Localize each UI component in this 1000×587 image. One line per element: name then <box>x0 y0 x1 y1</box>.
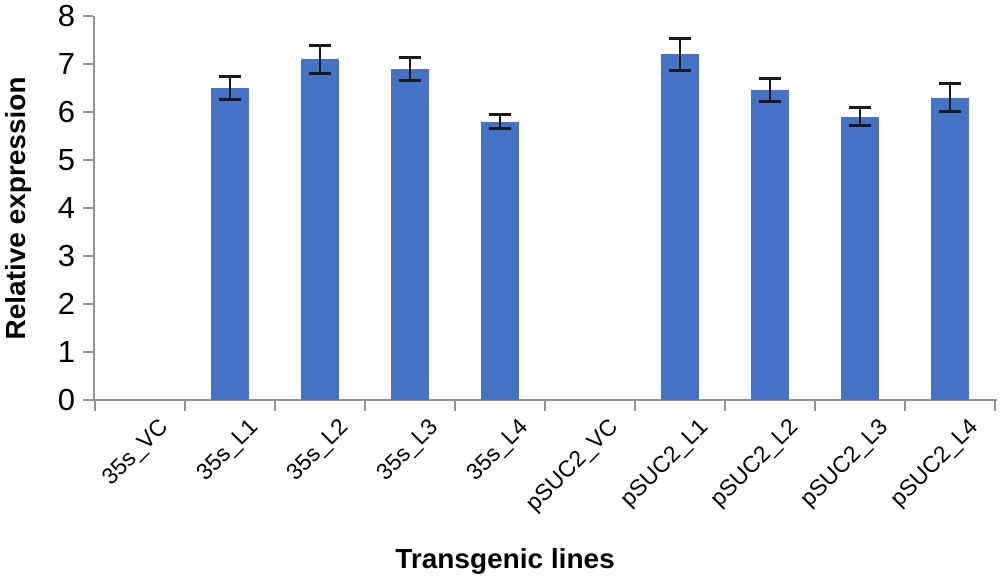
y-tick-mark <box>83 207 93 209</box>
error-bar-cap-bottom <box>849 124 871 128</box>
error-bar-stem <box>769 78 771 103</box>
bar-35s_L2 <box>301 59 339 400</box>
error-bar-cap-top <box>759 77 781 81</box>
error-bar-stem <box>949 83 951 112</box>
bar-35s_L1 <box>211 88 249 400</box>
error-bar-cap-bottom <box>489 126 511 130</box>
x-axis-title: Transgenic lines <box>395 543 615 574</box>
y-axis-line <box>93 16 95 400</box>
x-tick-mark <box>904 401 906 411</box>
y-tick-mark <box>83 63 93 65</box>
bar-pSUC2_L2 <box>751 90 789 400</box>
y-tick-mark <box>83 15 93 17</box>
error-bar-cap-bottom <box>399 78 421 82</box>
x-tick-mark <box>94 401 96 411</box>
y-tick-mark <box>83 111 93 113</box>
x-tick-mark <box>724 401 726 411</box>
error-bar-cap-bottom <box>309 71 331 75</box>
x-tick-mark <box>274 401 276 411</box>
error-bar-cap-top <box>399 55 421 59</box>
error-bar-cap-bottom <box>669 69 691 73</box>
error-bar-stem <box>229 76 231 100</box>
y-tick-label: 5 <box>57 142 75 177</box>
bar-pSUC2_L1 <box>661 54 699 400</box>
error-bar-stem <box>319 44 321 74</box>
error-bar-stem <box>499 114 501 129</box>
y-tick-mark <box>83 303 93 305</box>
error-bar-stem <box>679 37 681 72</box>
y-tick-label: 8 <box>57 0 75 33</box>
error-bar-stem <box>859 107 861 127</box>
y-tick-label: 6 <box>57 94 75 129</box>
y-tick-mark <box>83 255 93 257</box>
y-tick-label: 1 <box>57 334 75 369</box>
y-tick-mark <box>83 399 93 401</box>
error-bar-stem <box>409 56 411 81</box>
x-tick-mark <box>184 401 186 411</box>
x-axis-line <box>93 399 997 401</box>
y-tick-mark <box>83 351 93 353</box>
bar-35s_L3 <box>391 68 429 400</box>
y-tick-label: 0 <box>57 382 75 417</box>
bar-35s_L4 <box>481 121 519 400</box>
error-bar-cap-bottom <box>759 100 781 104</box>
y-tick-label: 7 <box>57 46 75 81</box>
x-tick-mark <box>634 401 636 411</box>
x-tick-mark <box>814 401 816 411</box>
error-bar-cap-bottom <box>939 110 961 113</box>
error-bar-cap-top <box>849 106 871 110</box>
error-bar-cap-top <box>669 36 691 40</box>
bar-pSUC2_L3 <box>841 116 879 400</box>
x-tick-mark <box>544 401 546 411</box>
error-bar-cap-top <box>219 75 241 78</box>
y-tick-label: 4 <box>57 190 75 225</box>
error-bar-cap-top <box>309 43 331 47</box>
x-tick-mark <box>454 401 456 411</box>
x-tick-mark <box>364 401 366 411</box>
error-bar-cap-top <box>489 113 511 117</box>
y-tick-label: 2 <box>57 286 75 321</box>
y-tick-label: 3 <box>57 238 75 273</box>
bar-pSUC2_L4 <box>931 97 969 400</box>
y-tick-mark <box>83 159 93 161</box>
error-bar-cap-top <box>939 82 961 86</box>
error-bar-cap-bottom <box>219 98 241 101</box>
x-tick-mark <box>994 401 996 411</box>
